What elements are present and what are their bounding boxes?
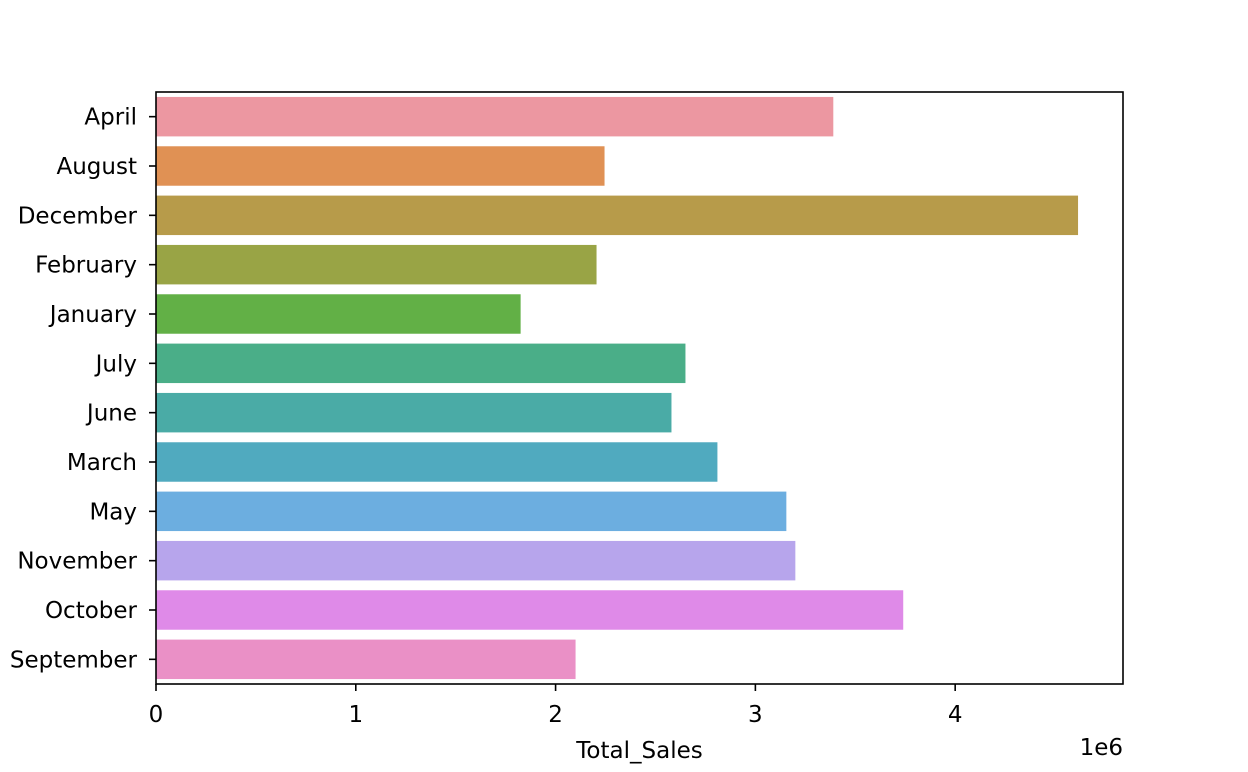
x-tick-label: 3	[748, 702, 763, 728]
plot-frame	[155, 91, 1124, 685]
y-tick-label: April	[84, 105, 137, 131]
y-tick-label: February	[35, 253, 137, 279]
y-tick-label: October	[45, 598, 138, 624]
y-tick-label: September	[10, 647, 138, 673]
x-tick-label: 1	[348, 702, 363, 728]
y-tick-label: June	[85, 401, 137, 427]
bar-february	[156, 244, 597, 285]
bar-september	[156, 639, 576, 680]
y-tick-label: August	[57, 154, 138, 180]
y-tick-label: December	[18, 203, 138, 229]
bar-october	[156, 590, 904, 630]
bar-may	[156, 491, 787, 532]
y-tick-label: May	[89, 499, 137, 525]
x-tick-label: 4	[948, 702, 963, 728]
x-tick-label: 0	[149, 702, 164, 728]
x-axis-offset-label: 1e6	[1080, 735, 1123, 761]
y-tick-label: November	[17, 549, 137, 575]
bar-march	[156, 442, 718, 482]
bar-april	[156, 96, 834, 137]
bar-december	[156, 195, 1079, 236]
bar-july	[156, 343, 686, 384]
y-tick-label: January	[48, 302, 137, 328]
x-axis: 0 1 2 3 4	[149, 684, 963, 728]
y-tick-label: March	[67, 450, 137, 476]
y-tick-label: July	[94, 351, 137, 377]
x-axis-label: Total_Sales	[575, 738, 702, 764]
x-tick-label: 2	[548, 702, 563, 728]
y-axis: April August December February January July Ju…	[10, 105, 156, 673]
bar-november	[156, 540, 796, 581]
bar-august	[156, 146, 605, 186]
bars-layer	[156, 96, 1079, 680]
bar-june	[156, 392, 672, 433]
bar-january	[156, 294, 521, 334]
